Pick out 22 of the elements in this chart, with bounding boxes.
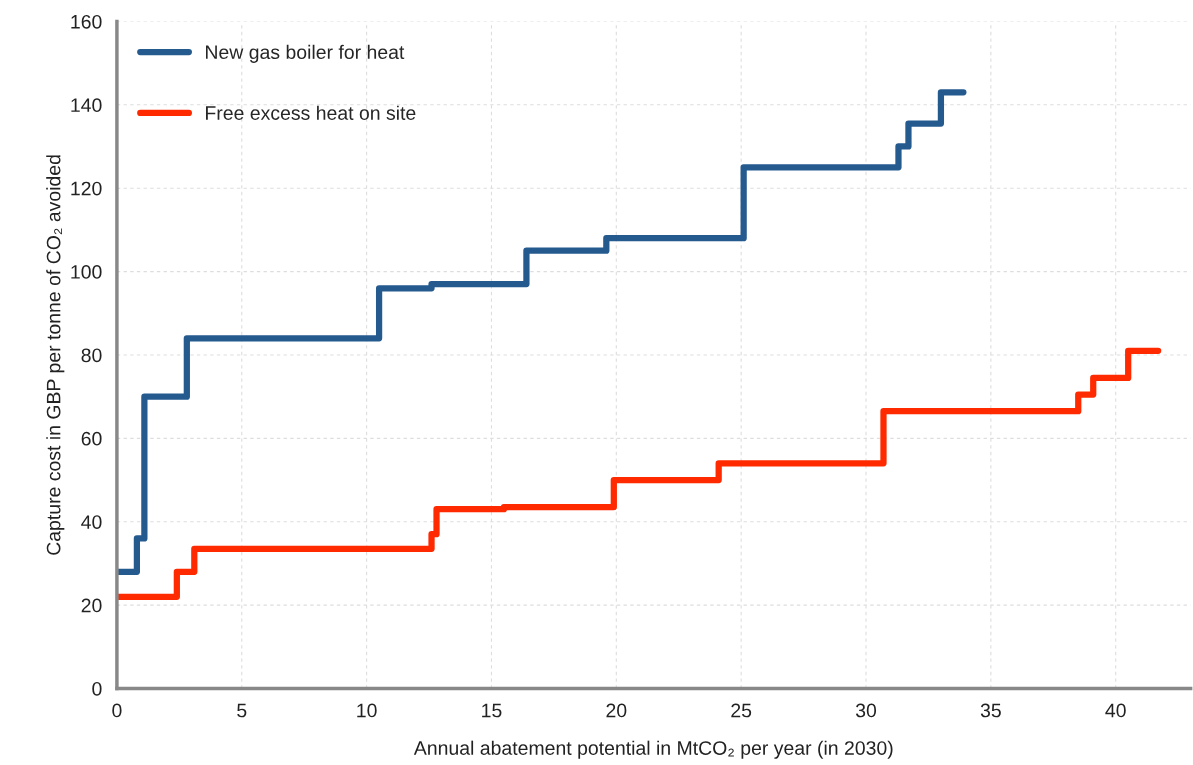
x-tick-label: 40: [1105, 703, 1126, 718]
x-axis-title: Annual abatement potential in MtCO₂ per year (in 2030): [413, 740, 893, 759]
y-tick-label: 60: [81, 431, 102, 446]
x-tick-label: 0: [112, 703, 122, 718]
x-tick-label: 25: [731, 703, 752, 718]
x-tick-label: 10: [357, 703, 377, 718]
x-tick-label: 5: [237, 703, 247, 718]
y-tick-label: 80: [81, 348, 102, 363]
y-tick-label: 20: [81, 598, 102, 613]
y-tick-label: 100: [71, 265, 102, 279]
y-tick-label: 40: [81, 515, 102, 529]
y-tick-label: 120: [71, 181, 102, 196]
y-tick-label: 160: [71, 14, 102, 29]
y-tick-label: 0: [92, 681, 102, 696]
x-tick-label: 30: [855, 703, 877, 718]
legend-label: New gas boiler for heat: [206, 44, 405, 63]
x-tick-label: 15: [482, 703, 502, 718]
y-axis-title: Capture cost in GBP per tonne of CO₂ avoided: [46, 155, 65, 555]
legend-label: Free excess heat on site: [206, 105, 416, 120]
x-tick-label: 35: [980, 703, 1001, 718]
x-tick-label: 20: [606, 703, 627, 718]
y-tick-label: 140: [71, 98, 102, 113]
